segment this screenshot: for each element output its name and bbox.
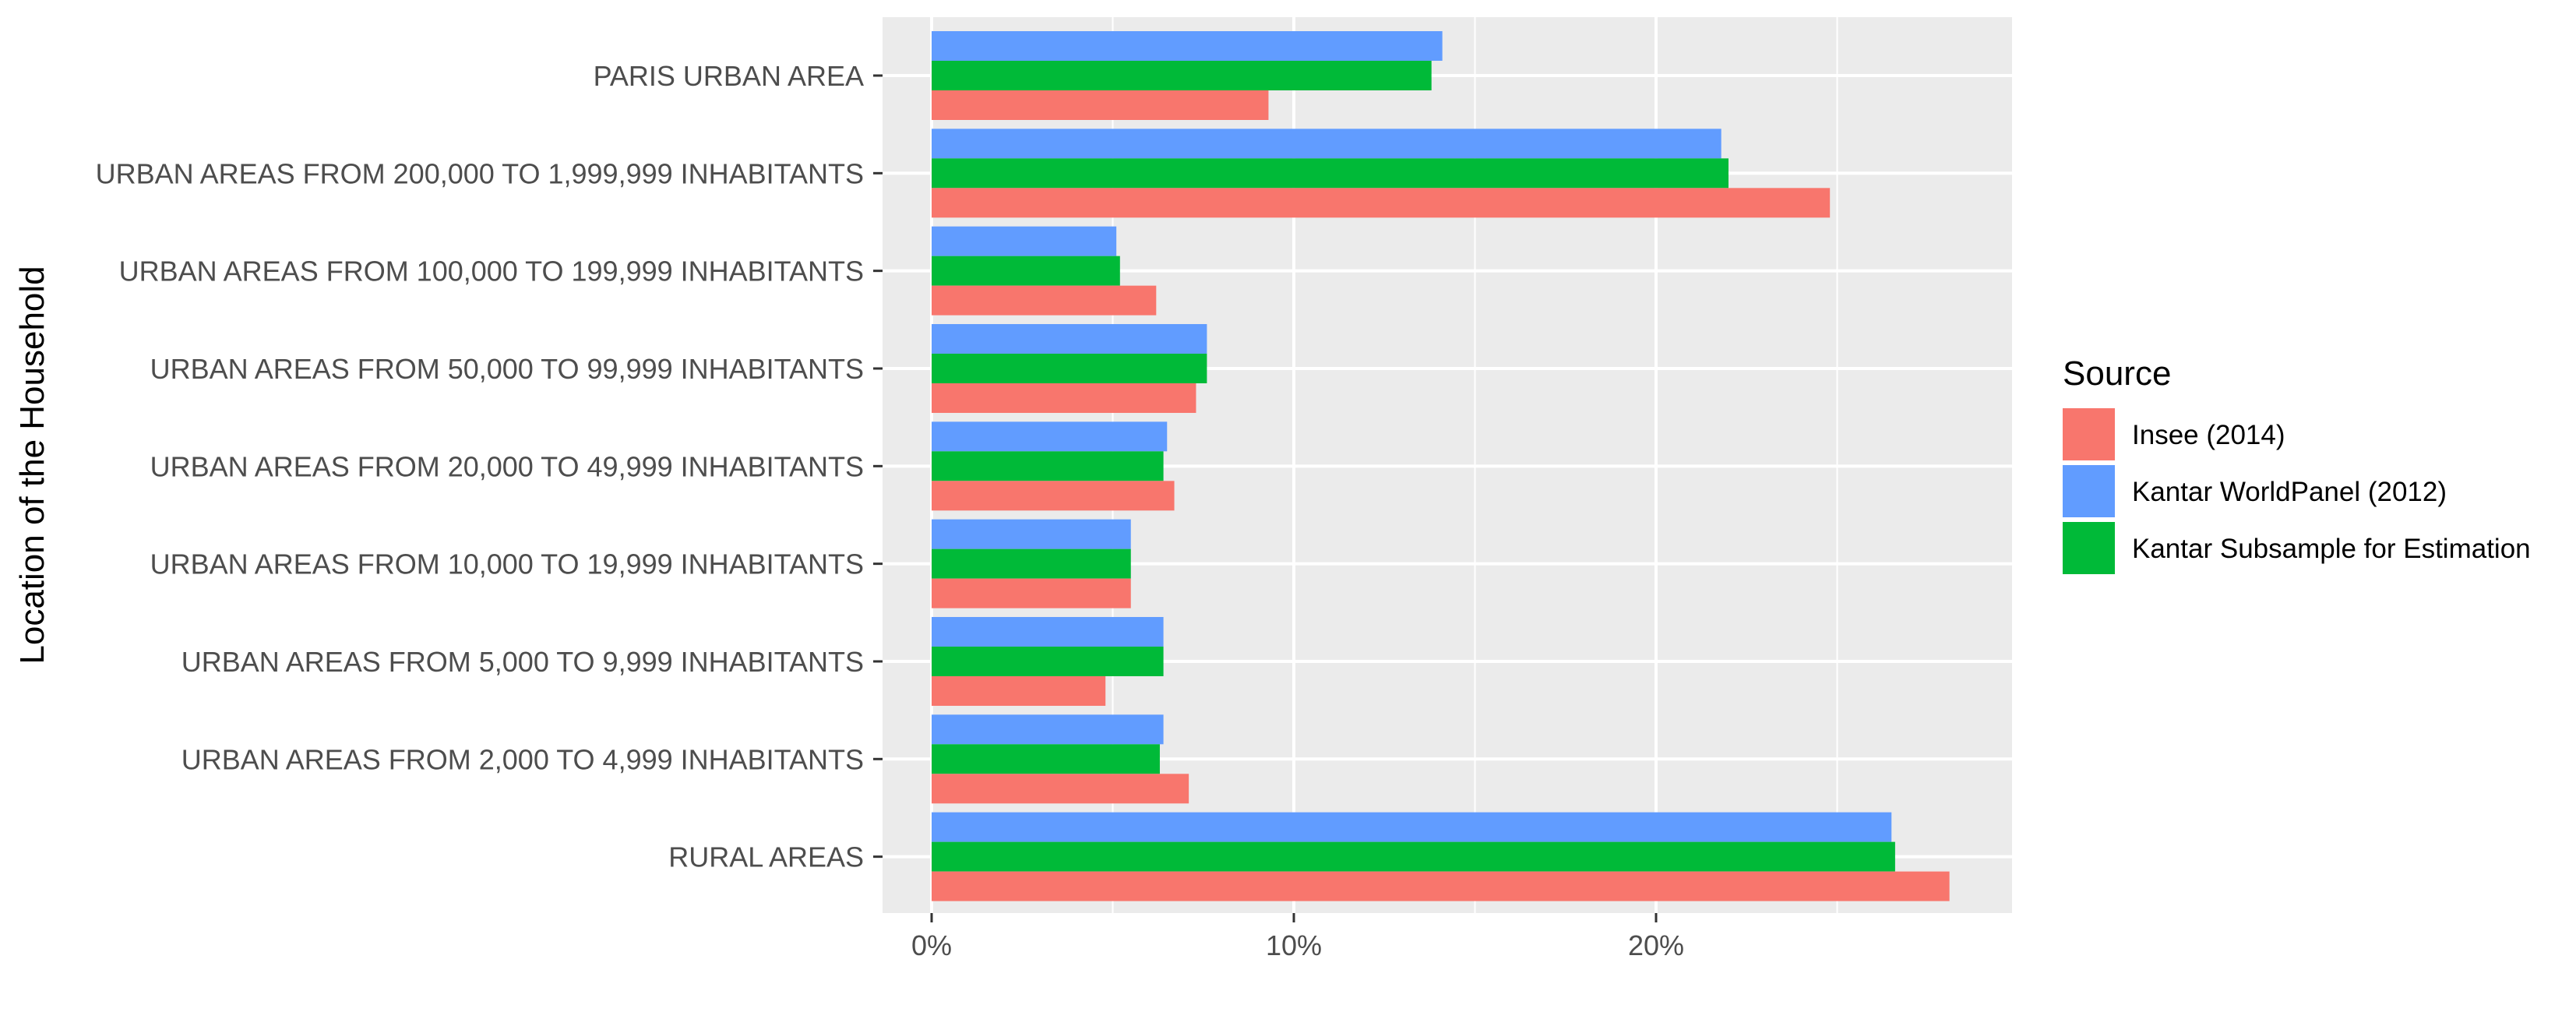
legend: Source Insee (2014) Kantar WorldPanel (20… <box>2063 354 2531 574</box>
bar-kantar-worldpanel-2012-9 <box>932 812 1892 842</box>
y-axis-title: Location of the Household <box>13 266 51 664</box>
x-tick-label: 10% <box>1266 929 1322 961</box>
x-tick-label: 20% <box>1628 929 1684 961</box>
bar-kantar-subsample-for-estimation-8 <box>932 744 1160 774</box>
bar-kantar-worldpanel-2012-8 <box>932 714 1164 745</box>
bar-kantar-subsample-for-estimation-3 <box>932 256 1120 286</box>
legend-key-kantar-subsample-for-estimation <box>2063 522 2115 574</box>
bar-kantar-worldpanel-2012-6 <box>932 519 1131 549</box>
legend-key-kantar-worldpanel-2012 <box>2063 465 2115 517</box>
category-label: URBAN AREAS FROM 10,000 TO 19,999 INHABI… <box>150 548 864 580</box>
legend-label: Kantar WorldPanel (2012) <box>2132 477 2447 507</box>
bar-kantar-worldpanel-2012-5 <box>932 421 1168 452</box>
category-label: URBAN AREAS FROM 100,000 TO 199,999 INHA… <box>119 256 864 287</box>
bar-kantar-subsample-for-estimation-6 <box>932 548 1131 579</box>
bar-kantar-subsample-for-estimation-2 <box>932 158 1728 189</box>
category-label: URBAN AREAS FROM 20,000 TO 49,999 INHABI… <box>150 450 864 482</box>
x-tick-label: 0% <box>911 929 952 961</box>
bar-kantar-subsample-for-estimation-9 <box>932 841 1895 872</box>
bar-kantar-subsample-for-estimation-7 <box>932 646 1164 676</box>
bar-insee-2014-3 <box>932 285 1157 316</box>
bar-kantar-worldpanel-2012-4 <box>932 323 1207 354</box>
category-label: URBAN AREAS FROM 50,000 TO 99,999 INHABI… <box>150 353 864 385</box>
y-axis: PARIS URBAN AREA URBAN AREAS FROM 200,000… <box>96 60 883 873</box>
bar-insee-2014-8 <box>932 774 1189 804</box>
bar-insee-2014-2 <box>932 188 1831 218</box>
category-label: URBAN AREAS FROM 200,000 TO 1,999,999 IN… <box>96 157 864 189</box>
bars <box>932 31 1950 901</box>
legend-title: Source <box>2063 354 2171 393</box>
bar-insee-2014-7 <box>932 675 1106 706</box>
bar-kantar-worldpanel-2012-3 <box>932 226 1117 256</box>
bar-insee-2014-5 <box>932 481 1175 511</box>
category-label: RURAL AREAS <box>668 841 864 873</box>
category-label: URBAN AREAS FROM 2,000 TO 4,999 INHABITA… <box>181 743 864 775</box>
legend-label: Insee (2014) <box>2132 420 2285 450</box>
bar-kantar-worldpanel-2012-1 <box>932 31 1443 61</box>
bar-kantar-worldpanel-2012-7 <box>932 616 1164 647</box>
category-label: PARIS URBAN AREA <box>594 60 864 92</box>
bar-insee-2014-4 <box>932 383 1196 413</box>
bar-kantar-subsample-for-estimation-1 <box>932 61 1432 90</box>
bar-kantar-subsample-for-estimation-5 <box>932 451 1164 481</box>
bar-insee-2014-9 <box>932 871 1950 901</box>
bar-kantar-worldpanel-2012-2 <box>932 129 1721 159</box>
legend-key-insee-2014 <box>2063 408 2115 460</box>
legend-label: Kantar Subsample for Estimation <box>2132 534 2531 564</box>
bar-insee-2014-1 <box>932 90 1269 120</box>
x-axis: 0% 10% 20% <box>911 913 1684 961</box>
category-label: URBAN AREAS FROM 5,000 TO 9,999 INHABITA… <box>181 646 864 678</box>
bar-kantar-subsample-for-estimation-4 <box>932 353 1207 383</box>
bar-insee-2014-6 <box>932 578 1131 608</box>
